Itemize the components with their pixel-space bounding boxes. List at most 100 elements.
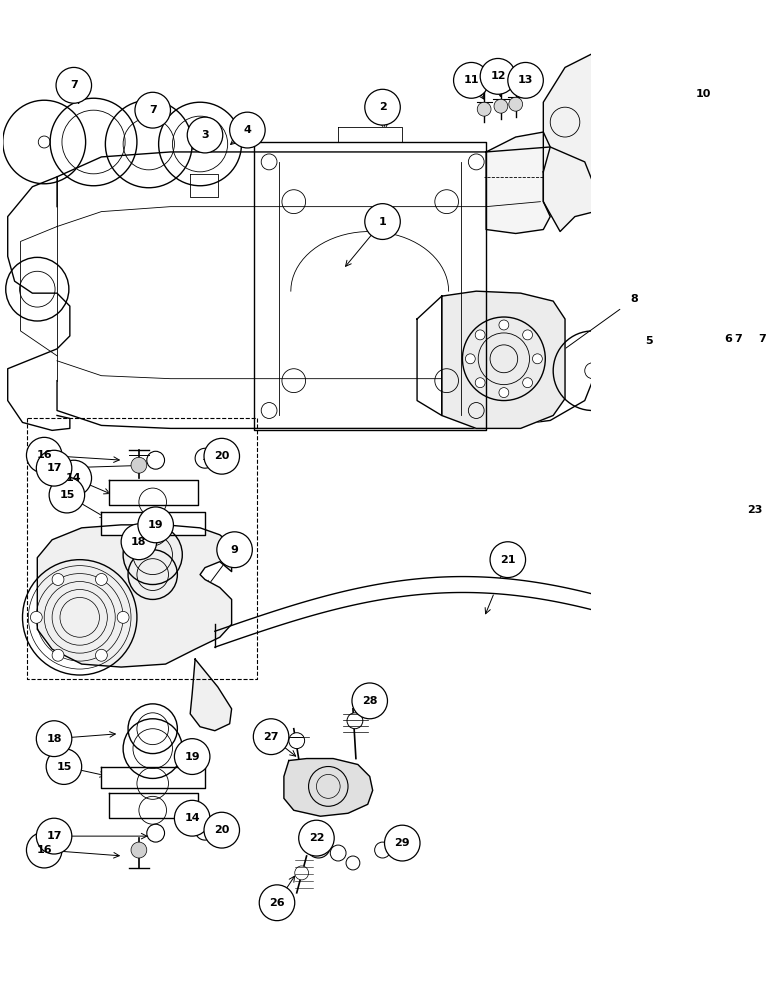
Ellipse shape <box>217 532 252 568</box>
Ellipse shape <box>131 842 147 858</box>
Text: 15: 15 <box>56 762 72 772</box>
Ellipse shape <box>346 856 360 870</box>
Ellipse shape <box>476 330 485 340</box>
Ellipse shape <box>188 117 223 153</box>
Ellipse shape <box>499 320 509 330</box>
Ellipse shape <box>466 354 476 364</box>
Ellipse shape <box>374 842 391 858</box>
Ellipse shape <box>631 323 667 359</box>
Polygon shape <box>110 480 198 505</box>
Polygon shape <box>486 132 550 233</box>
Text: 14: 14 <box>66 473 82 483</box>
Ellipse shape <box>52 649 64 661</box>
Polygon shape <box>190 659 232 731</box>
Ellipse shape <box>259 885 295 921</box>
Text: 16: 16 <box>36 450 52 460</box>
Ellipse shape <box>131 457 147 473</box>
Ellipse shape <box>36 818 72 854</box>
Text: 22: 22 <box>309 833 324 843</box>
Ellipse shape <box>135 92 171 128</box>
Ellipse shape <box>352 683 388 719</box>
Text: 19: 19 <box>148 520 164 530</box>
Text: 6: 6 <box>724 334 732 344</box>
Ellipse shape <box>229 112 265 148</box>
Ellipse shape <box>686 76 721 112</box>
Text: 20: 20 <box>214 825 229 835</box>
Ellipse shape <box>494 99 508 113</box>
Text: 2: 2 <box>378 102 387 112</box>
Ellipse shape <box>347 713 363 729</box>
Text: 21: 21 <box>500 555 516 565</box>
Polygon shape <box>190 174 218 197</box>
Ellipse shape <box>384 825 420 861</box>
Ellipse shape <box>138 507 174 543</box>
Ellipse shape <box>96 573 107 585</box>
Polygon shape <box>101 767 205 788</box>
Ellipse shape <box>56 460 92 496</box>
Text: 17: 17 <box>46 831 62 841</box>
Text: 4: 4 <box>243 125 252 135</box>
Polygon shape <box>442 291 565 428</box>
Polygon shape <box>543 45 743 291</box>
Ellipse shape <box>174 800 210 836</box>
Text: 17: 17 <box>46 463 62 473</box>
Ellipse shape <box>490 542 526 578</box>
Text: 7: 7 <box>70 80 78 90</box>
Text: 26: 26 <box>269 898 285 908</box>
Ellipse shape <box>56 67 92 103</box>
Text: 20: 20 <box>214 451 229 461</box>
Text: 15: 15 <box>59 490 75 500</box>
Text: 12: 12 <box>490 71 506 81</box>
Ellipse shape <box>330 845 346 861</box>
Polygon shape <box>338 127 402 142</box>
Ellipse shape <box>299 820 334 856</box>
Ellipse shape <box>508 62 543 98</box>
Text: 27: 27 <box>263 732 279 742</box>
Text: 7: 7 <box>758 334 766 344</box>
Ellipse shape <box>744 321 772 357</box>
Ellipse shape <box>710 321 746 357</box>
Text: 3: 3 <box>201 130 208 140</box>
Text: 23: 23 <box>747 505 762 515</box>
Ellipse shape <box>26 437 62 473</box>
Polygon shape <box>37 525 232 667</box>
Ellipse shape <box>306 834 330 858</box>
Text: 14: 14 <box>185 813 200 823</box>
Polygon shape <box>284 759 373 816</box>
Ellipse shape <box>365 89 401 125</box>
Ellipse shape <box>616 281 652 317</box>
Ellipse shape <box>480 58 516 94</box>
Ellipse shape <box>499 388 509 398</box>
Ellipse shape <box>477 102 491 116</box>
Ellipse shape <box>509 97 523 111</box>
Ellipse shape <box>52 573 64 585</box>
Text: 28: 28 <box>362 696 378 706</box>
Text: 16: 16 <box>36 845 52 855</box>
Ellipse shape <box>117 611 129 623</box>
Ellipse shape <box>96 649 107 661</box>
Text: 8: 8 <box>630 294 638 304</box>
Text: 10: 10 <box>696 89 711 99</box>
Ellipse shape <box>30 611 42 623</box>
Text: 7: 7 <box>149 105 157 115</box>
Text: 7: 7 <box>733 334 742 344</box>
Polygon shape <box>101 512 205 535</box>
Ellipse shape <box>289 733 305 749</box>
Ellipse shape <box>36 721 72 757</box>
Ellipse shape <box>523 378 533 388</box>
Ellipse shape <box>533 354 543 364</box>
Ellipse shape <box>204 438 239 474</box>
Ellipse shape <box>46 749 82 784</box>
Polygon shape <box>110 793 198 818</box>
Ellipse shape <box>295 866 309 880</box>
Ellipse shape <box>736 492 772 528</box>
Ellipse shape <box>121 524 157 560</box>
Ellipse shape <box>49 477 85 513</box>
Text: 18: 18 <box>46 734 62 744</box>
Text: 13: 13 <box>518 75 533 85</box>
Text: 29: 29 <box>394 838 410 848</box>
Text: 1: 1 <box>378 217 387 227</box>
Ellipse shape <box>476 378 485 388</box>
Ellipse shape <box>454 62 489 98</box>
Ellipse shape <box>36 450 72 486</box>
